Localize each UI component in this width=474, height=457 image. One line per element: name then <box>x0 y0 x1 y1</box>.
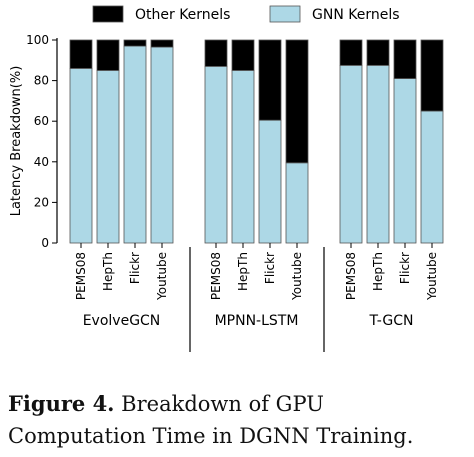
bar-other-kernels <box>204 39 228 67</box>
figure-label: Figure 4. <box>8 391 115 416</box>
group-label: MPNN-LSTM <box>215 313 299 329</box>
legend-swatch <box>269 5 301 23</box>
figure-caption: Figure 4. Breakdown of GPU Computation T… <box>8 388 468 452</box>
bar-gnn-kernels <box>69 68 93 244</box>
latency-breakdown-chart: Other Kernels GNN Kernels 0 20 40 60 80 100 PEM… <box>9 5 444 352</box>
bar-gnn-kernels <box>258 119 282 244</box>
bar-other-kernels <box>339 39 363 66</box>
x-tick-label: Flickr <box>398 252 412 284</box>
y-tick-label: 60 <box>34 114 49 128</box>
y-tick-label: 0 <box>41 236 49 250</box>
bar-gnn-kernels <box>231 70 255 244</box>
bar-gnn-kernels <box>393 78 417 244</box>
bar-other-kernels <box>285 39 309 164</box>
bar-gnn-kernels <box>204 65 228 244</box>
x-tick-label: HepTh <box>101 252 115 291</box>
x-tick-label: Flickr <box>128 252 142 284</box>
plot-area: 0 20 40 60 80 100 PEMS08 HepTh Flickr Youtube Evol… <box>26 33 444 352</box>
bar-gnn-kernels <box>96 70 120 244</box>
y-tick-label: 100 <box>26 33 49 47</box>
bar-gnn-kernels <box>150 46 174 244</box>
bar-other-kernels <box>96 39 120 71</box>
bar-other-kernels <box>366 39 390 66</box>
group-label: T-GCN <box>369 313 414 329</box>
x-tick-label: Flickr <box>263 252 277 284</box>
x-tick-label: HepTh <box>371 252 385 291</box>
x-tick-label: HepTh <box>236 252 250 291</box>
x-tick-label: Youtube <box>425 252 439 301</box>
bar-other-kernels <box>123 39 147 47</box>
x-tick-label: PEMS08 <box>74 252 88 300</box>
bar-gnn-kernels <box>366 64 390 244</box>
bar-other-kernels <box>420 39 444 112</box>
legend-swatch <box>92 5 124 23</box>
y-tick-label: 20 <box>34 195 49 209</box>
bar-gnn-kernels <box>420 110 444 244</box>
x-tick-label: PEMS08 <box>344 252 358 300</box>
bar-gnn-kernels <box>123 45 147 244</box>
bar-gnn-kernels <box>285 162 309 244</box>
bar-other-kernels <box>150 39 174 48</box>
y-tick-label: 80 <box>34 74 49 88</box>
x-tick-label: PEMS08 <box>209 252 223 300</box>
legend-label: Other Kernels <box>135 7 230 23</box>
group-label: EvolveGCN <box>83 313 161 329</box>
caption-text: Breakdown of GPU Computation Time in DGN… <box>8 392 414 448</box>
y-axis-label: Latency Breakdown(%) <box>9 66 24 217</box>
bar-other-kernels <box>258 39 282 121</box>
bar-other-kernels <box>393 39 417 79</box>
bar-other-kernels <box>69 39 93 69</box>
y-tick-label: 40 <box>34 155 49 169</box>
x-tick-label: Youtube <box>155 252 169 301</box>
x-tick-label: Youtube <box>290 252 304 301</box>
legend-label: GNN Kernels <box>312 7 400 23</box>
bar-gnn-kernels <box>339 64 363 244</box>
bar-other-kernels <box>231 39 255 71</box>
legend: Other Kernels GNN Kernels <box>92 5 400 23</box>
